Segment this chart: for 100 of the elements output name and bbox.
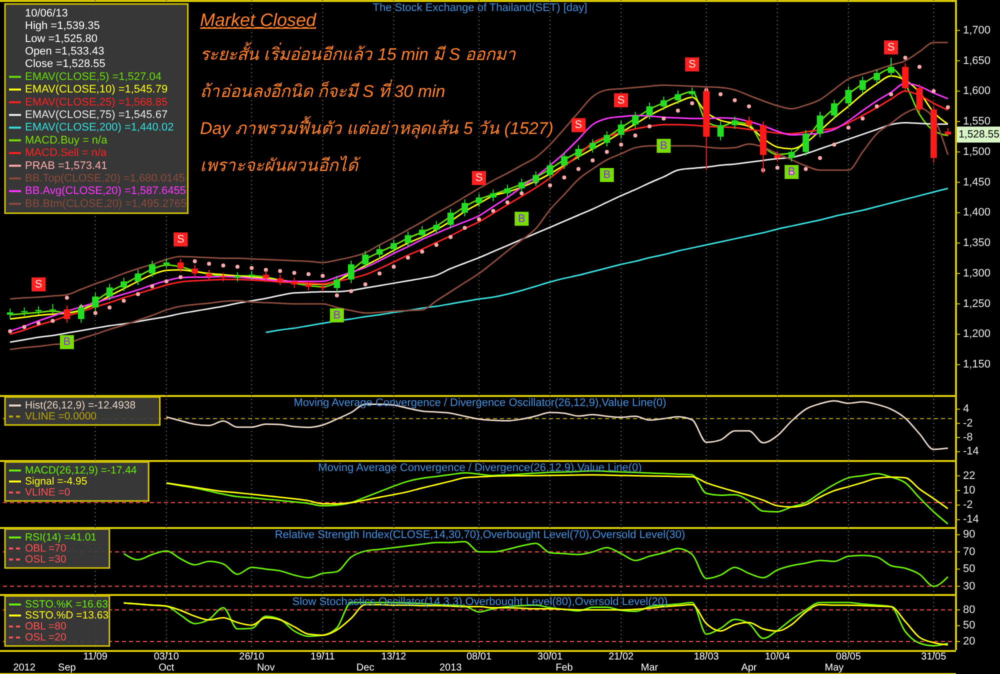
candlestick [291, 277, 298, 289]
candlestick [418, 226, 426, 240]
candlestick [305, 280, 312, 291]
x-tick-label: 26/10 [239, 652, 265, 662]
candlestick [589, 138, 596, 154]
candlestick [888, 57, 894, 78]
ref-line-label: VLINE =0.0000 [25, 410, 97, 422]
category-label: Feb [556, 662, 574, 674]
legend-label: VLINE =0 [25, 486, 70, 498]
candlestick [134, 269, 142, 286]
legend-label: Signal =-4.95 [25, 476, 88, 488]
annotation: B [333, 309, 341, 322]
candlestick [6, 308, 14, 319]
legend-label: EMAV(CLOSE,75) =1,545.67 [25, 108, 168, 121]
candlestick [148, 260, 156, 278]
y-tick-label: 50 [963, 563, 976, 576]
x-tick-label: 10/04 [764, 652, 790, 662]
candlestick [816, 111, 824, 138]
category-label: May [824, 662, 844, 674]
chart-title: The Stock Exchange of Thailand(SET) [day] [372, 2, 588, 14]
annotation: Low =1,525.80 [25, 32, 98, 45]
x-tick-label: 19/11 [310, 652, 336, 662]
category-label: Apr [741, 662, 758, 674]
y-tick-label: -14 [963, 446, 979, 458]
category-label: 2013 [439, 662, 462, 674]
annotation: S [617, 94, 625, 106]
candlestick [717, 121, 724, 141]
annotation: B [660, 140, 668, 152]
y-tick-label: 1,700 [963, 24, 991, 36]
ref-line-label: OSL =20 [25, 632, 67, 644]
annotation: เพราะจะผันผวนอีกได้ [200, 155, 361, 175]
y-tick-label: 1,250 [963, 298, 991, 310]
legend-label: SSTO.%D =13.63 [25, 610, 109, 622]
y-tick-label: 1,150 [963, 358, 991, 371]
line-series [123, 540, 949, 588]
x-tick-label: 03/10 [154, 652, 180, 662]
y-tick-label: 50 [963, 620, 976, 632]
candlestick [120, 277, 127, 292]
y-tick-label: 22 [963, 470, 976, 482]
annotation: Close =1,528.55 [25, 58, 106, 70]
candlestick [831, 99, 838, 120]
y-tick-label: -2 [963, 499, 973, 512]
annotation: S [475, 172, 483, 184]
candlestick [192, 264, 198, 278]
candlestick [604, 130, 610, 147]
y-tick-label: 70 [963, 546, 976, 558]
annotation: S [887, 41, 895, 54]
y-tick-label: 90 [963, 528, 976, 541]
candlestick [688, 87, 696, 98]
category-label: Mar [640, 662, 659, 674]
y-tick-label: -8 [963, 432, 973, 444]
candlestick [404, 231, 412, 248]
chart-title: Moving Average Convergence / Divergence(26,12,9),Value Line(0) [318, 462, 642, 474]
legend-label: MACD.Sell = n/a [25, 147, 108, 160]
annotation: B [63, 336, 71, 348]
legend-label: EMAV(CLOSE,5) =1,527.04 [25, 70, 162, 83]
candlestick [504, 184, 511, 198]
candlestick [476, 193, 482, 208]
legend-label: MACD.Buy = n/a [25, 134, 108, 146]
chart-title: Relative Strength Index(CLOSE,14,30,70),Overbought Level(70),Oversold Level(30) [274, 529, 686, 541]
candlestick [64, 305, 70, 324]
legend-label: RSI(14) =41.01 [25, 532, 97, 544]
category-label: Oct [158, 662, 174, 674]
annotation: S [688, 58, 696, 70]
y-tick-label: 30 [963, 580, 976, 592]
y-tick-label: 1,400 [963, 206, 991, 219]
line-series [265, 188, 949, 334]
candlestick [674, 90, 682, 104]
candlestick [206, 269, 212, 281]
x-tick-label: 13/12 [381, 652, 407, 662]
legend-label: SSTO.%K =16.63 [25, 598, 108, 610]
legend-label: PRAB =1,573.41 [25, 160, 108, 172]
candlestick [646, 102, 653, 120]
annotation: 1,528.55 [958, 128, 1000, 141]
candlestick [447, 208, 454, 229]
candlestick [376, 245, 383, 259]
candlestick [788, 148, 795, 162]
y-tick-label: -2 [963, 417, 973, 430]
chart-title: Slow Stochastics Oscillator(14,3,3),Overbought Level(80),Oversold Level(20) [292, 596, 668, 608]
y-tick-label: 10 [963, 484, 976, 496]
y-tick-label: 1,600 [963, 85, 991, 98]
y-tick-label: 1,200 [963, 328, 991, 340]
candlestick [462, 198, 468, 217]
legend-label: OSL =30 [25, 554, 67, 566]
legend-label: BB.Top(CLOSE,20) =1,680.0145 [25, 172, 185, 184]
x-tick-label: 08/05 [836, 652, 862, 662]
candlestick [390, 238, 397, 254]
candlestick [859, 76, 866, 94]
y-tick-label: 1,650 [963, 54, 991, 67]
annotation: ถ้าอ่อนลงอีกนิด ก็จะมี S ที่ 30 min [200, 79, 446, 101]
line-series [166, 400, 949, 450]
chart-title: Moving Average Convergence / Divergence Oscillator(26,12,9),Value Line(0) [294, 397, 666, 409]
y-tick-label: 20 [963, 636, 976, 648]
category-label: Nov [256, 662, 275, 674]
y-tick-label: -14 [963, 514, 979, 526]
legend-label: EMAV(CLOSE,25) =1,568.85 [25, 96, 168, 108]
annotation: S [176, 233, 184, 246]
candlestick [177, 258, 184, 273]
legend-label: EMAV(CLOSE,200) =1,440.02 [25, 122, 174, 134]
candlestick [874, 68, 880, 84]
